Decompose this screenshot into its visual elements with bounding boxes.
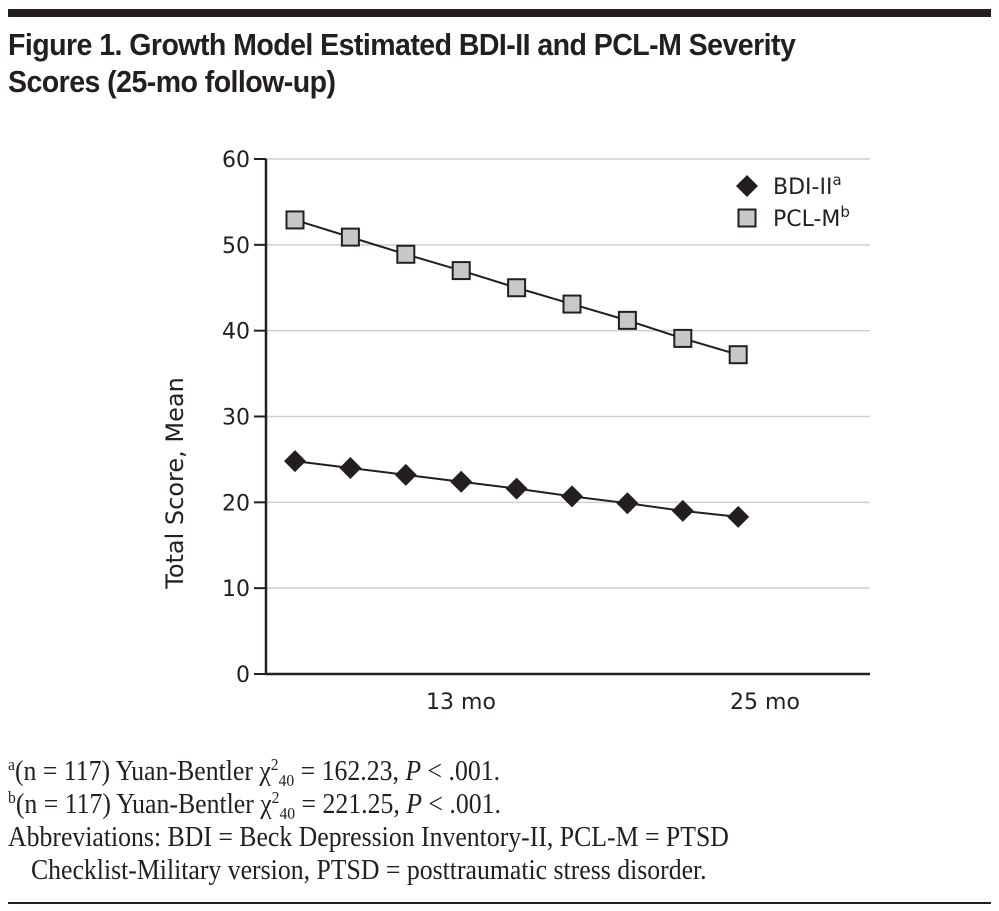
figure-title: Figure 1. Growth Model Estimated BDI-II … (8, 26, 914, 100)
data-point-square (728, 345, 748, 365)
chi-sup: 2 (270, 755, 279, 774)
footnote-a-p: < .001. (421, 756, 501, 787)
data-point-diamond (616, 492, 639, 515)
legend-label: PCL-Mb (773, 203, 850, 232)
footnote-a-text: (n = 117) Yuan-Bentler χ (14, 756, 271, 787)
series-bdi-ii (284, 450, 750, 528)
footnote-b-text: (n = 117) Yuan-Bentler χ (15, 789, 272, 820)
data-point-diamond (727, 505, 750, 528)
p-label: P (406, 789, 422, 820)
data-point-diamond (394, 463, 417, 486)
y-tick-label: 10 (222, 577, 250, 602)
data-point-square (673, 328, 693, 348)
data-point-square (451, 261, 471, 281)
abbreviations-line-2: Checklist-Military version, PTSD = postt… (31, 855, 707, 886)
data-point-diamond (450, 470, 473, 493)
data-point-square (562, 294, 582, 314)
footnote-a: a(n = 117) Yuan-Bentler χ240 = 162.23, P… (8, 755, 729, 790)
data-point-square (396, 244, 416, 264)
y-tick-label: 0 (236, 663, 250, 688)
gridlines (266, 158, 870, 589)
data-point-diamond (561, 485, 583, 508)
footnote-mark-a: a (8, 755, 15, 774)
y-axis-ticks: 0 10 20 30 40 50 60 (222, 148, 266, 688)
x-axis-ticks: 13 mo 25 mo (426, 690, 800, 715)
figure-title-line-2: Scores (25-mo follow-up) (8, 64, 336, 99)
data-point-square (507, 278, 527, 298)
line-chart: 0 10 20 30 40 50 60 13 mo 25 mo Total Score, Me… (161, 148, 870, 715)
series (284, 210, 750, 528)
top-rule (8, 9, 991, 17)
legend-diamond-icon (736, 175, 758, 197)
legend-superscript: b (840, 203, 850, 221)
p-label: P (405, 756, 422, 787)
legend-item: PCL-Mb (737, 203, 850, 232)
footnote-b-p: < .001. (421, 789, 501, 820)
y-axis-label: Total Score, Mean (161, 377, 189, 590)
data-point-diamond (284, 450, 306, 473)
x-tick-label: 25 mo (730, 690, 800, 715)
footnote-b-stat: = 221.25, (295, 789, 407, 820)
bottom-rule (8, 902, 991, 904)
data-point-diamond (339, 457, 362, 479)
chi-df: 40 (278, 771, 295, 790)
figure-title-line-1: Figure 1. Growth Model Estimated BDI-II … (8, 27, 796, 62)
chi-df: 40 (279, 804, 296, 823)
y-tick-label: 60 (222, 148, 250, 173)
y-tick-label: 40 (222, 320, 250, 345)
legend-square-icon (737, 208, 757, 228)
legend-item: BDI-IIa (736, 171, 842, 200)
footnote-mark-b: b (8, 788, 16, 807)
y-tick-label: 50 (222, 234, 250, 259)
data-point-square (617, 310, 637, 330)
data-point-diamond (505, 477, 528, 500)
legend: BDI-IIa PCL-Mb (736, 171, 850, 232)
x-tick-label: 13 mo (426, 690, 496, 715)
y-tick-label: 30 (222, 406, 250, 431)
abbreviations-line-1: Abbreviations: BDI = Beck Depression Inv… (8, 822, 729, 853)
figure-notes: a(n = 117) Yuan-Bentler χ240 = 162.23, P… (8, 755, 792, 887)
data-point-square (285, 210, 305, 230)
legend-label: BDI-IIa (773, 171, 842, 200)
footnote-a-stat: = 162.23, (294, 756, 406, 787)
data-point-square (340, 227, 360, 247)
data-point-diamond (671, 499, 694, 522)
y-tick-label: 20 (222, 491, 250, 516)
legend-superscript: a (832, 171, 841, 189)
chi-sup: 2 (271, 788, 280, 807)
series-pcl-m (285, 210, 748, 365)
footnote-b: b(n = 117) Yuan-Bentler χ240 = 221.25, P… (8, 788, 729, 823)
